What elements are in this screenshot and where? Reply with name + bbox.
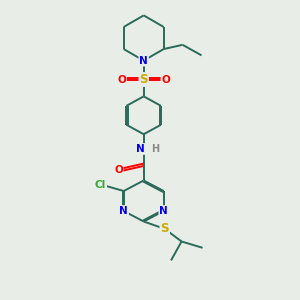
Text: S: S xyxy=(140,73,148,86)
Text: N: N xyxy=(136,144,145,154)
Text: N: N xyxy=(139,56,148,66)
Text: O: O xyxy=(117,74,126,85)
Text: Cl: Cl xyxy=(95,180,106,190)
Text: N: N xyxy=(159,206,168,216)
Text: S: S xyxy=(160,222,169,236)
Text: H: H xyxy=(151,144,159,154)
Text: O: O xyxy=(114,165,123,175)
Text: O: O xyxy=(161,74,170,85)
Text: N: N xyxy=(119,206,128,216)
